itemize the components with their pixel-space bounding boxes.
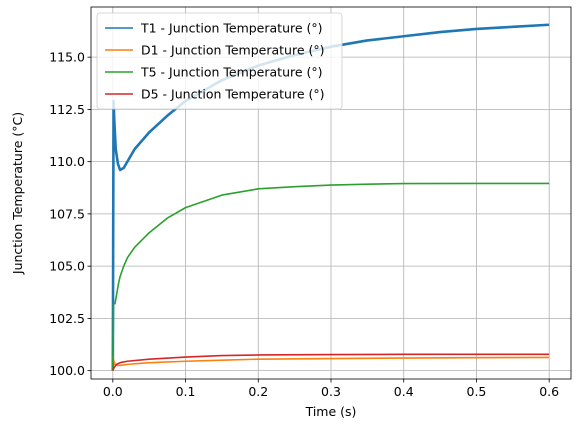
x-axis-ticks: 0.0 0.1 0.2 0.3 0.4 0.5 0.6 <box>103 379 559 399</box>
y-axis-ticks: 100.0 102.5 105.0 107.5 110.0 112.5 115.0 <box>49 50 91 378</box>
y-tick-label: 105.0 <box>49 259 85 274</box>
x-tick-label: 0.6 <box>539 384 559 399</box>
y-axis-label: Junction Temperature (°C) <box>10 112 25 275</box>
x-tick-label: 0.2 <box>248 384 268 399</box>
y-tick-label: 100.0 <box>49 363 85 378</box>
legend-label-d1: D1 - Junction Temperature (°) <box>141 43 325 58</box>
legend-label-d5: D5 - Junction Temperature (°) <box>141 87 325 102</box>
x-tick-label: 0.1 <box>176 384 196 399</box>
series-line-d5 <box>112 353 550 371</box>
legend-label-t1: T1 - Junction Temperature (°) <box>140 21 323 36</box>
y-tick-label: 102.5 <box>49 311 85 326</box>
legend-box <box>96 12 343 110</box>
y-tick-label: 112.5 <box>49 102 85 117</box>
y-tick-label: 107.5 <box>49 206 85 221</box>
y-tick-label: 110.0 <box>49 154 85 169</box>
x-tick-label: 0.3 <box>321 384 341 399</box>
series-line-t5 <box>112 182 550 371</box>
x-tick-label: 0.0 <box>103 384 123 399</box>
x-tick-label: 0.4 <box>394 384 414 399</box>
legend: T1 - Junction Temperature (°) D1 - Juncti… <box>96 12 343 110</box>
x-tick-label: 0.5 <box>467 384 487 399</box>
y-tick-label: 115.0 <box>49 50 85 65</box>
legend-label-t5: T5 - Junction Temperature (°) <box>140 65 323 80</box>
x-axis-label: Time (s) <box>305 404 357 419</box>
